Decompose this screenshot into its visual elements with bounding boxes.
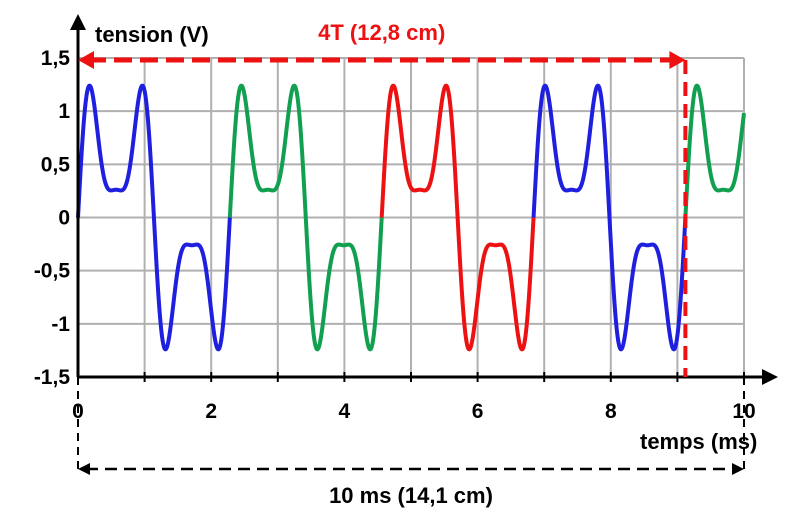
x-axis-arrow <box>762 369 778 385</box>
signal-segment-2 <box>227 83 384 352</box>
tick-labels: 02468101,510,50-0,5-1-1,5 <box>34 47 756 423</box>
y-tick-label: -1 <box>51 313 70 336</box>
y-axis-arrow <box>70 14 86 30</box>
y-tick-label: 0,5 <box>41 153 71 176</box>
y-tick-label: 0 <box>58 207 70 230</box>
x-tick-label: 4 <box>339 400 351 423</box>
signal-segment-5 <box>683 83 746 218</box>
y-tick-label: -1,5 <box>34 366 71 389</box>
signal-segment-4 <box>531 83 688 352</box>
axes <box>70 14 778 385</box>
signal-segment-3 <box>379 83 536 352</box>
grid <box>77 57 745 378</box>
duration-arrow-head-left <box>78 463 90 475</box>
x-axis-label: temps (ms) <box>640 429 757 454</box>
x-tick-label: 6 <box>472 400 484 423</box>
signal-curves <box>76 83 746 352</box>
period-arrow-head-left <box>78 51 94 69</box>
annotations: 4T (12,8 cm) 10 ms (14,1 cm) <box>77 20 745 508</box>
y-axis-label: tension (V) <box>95 22 209 47</box>
duration-arrow-head-right <box>732 463 744 475</box>
signal-segment-1 <box>76 83 232 352</box>
x-tick-label: 8 <box>605 400 617 423</box>
y-tick-label: 1,5 <box>41 47 71 70</box>
period-arrow-head-right <box>669 51 686 69</box>
period-annotation-label: 4T (12,8 cm) <box>318 20 445 45</box>
y-tick-label: -0,5 <box>34 260 71 283</box>
x-tick-label: 2 <box>205 400 217 423</box>
y-tick-label: 1 <box>58 100 70 123</box>
duration-annotation-label: 10 ms (14,1 cm) <box>329 483 493 508</box>
